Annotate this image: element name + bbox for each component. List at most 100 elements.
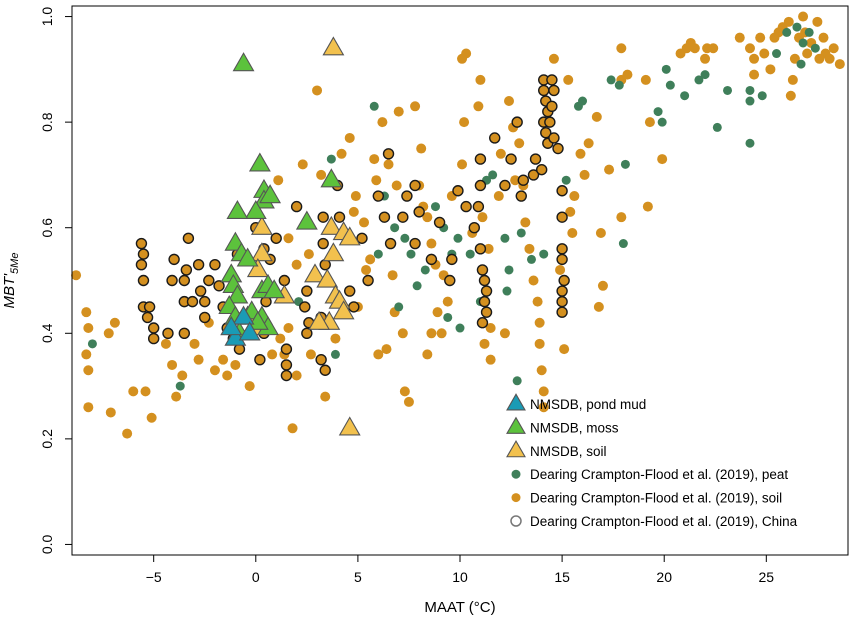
soil-point — [371, 175, 382, 186]
china-point — [317, 211, 329, 223]
soil-point — [273, 175, 284, 186]
soil-point — [759, 48, 770, 59]
soil-point — [377, 117, 388, 128]
soil-point — [105, 407, 116, 418]
china-point — [290, 200, 303, 213]
soil-point — [230, 359, 241, 370]
soil-point — [657, 154, 668, 165]
soil-point — [83, 323, 94, 334]
soil-point — [297, 159, 308, 170]
soil-point — [109, 317, 120, 328]
pond-mud-point — [224, 326, 247, 346]
china-point — [556, 211, 568, 223]
soil-point — [348, 206, 359, 217]
china-point — [270, 232, 282, 244]
axes: −5 0 5 10 15 20 25 0.0 0.2 0.4 0.6 0.8 1.0 — [39, 7, 774, 585]
soil-point — [591, 111, 602, 122]
china-point — [460, 200, 472, 213]
peat-point — [712, 122, 722, 132]
china-point — [452, 185, 464, 197]
moss-point — [295, 210, 318, 230]
soil-point — [495, 148, 506, 159]
peat-point — [504, 265, 514, 275]
peat-point — [512, 376, 522, 386]
china-point — [278, 274, 291, 287]
china-point — [556, 285, 568, 297]
soil-point — [473, 101, 484, 112]
nmsdb-soil-point — [250, 242, 273, 262]
soil-point — [209, 365, 220, 376]
peat-point — [653, 107, 663, 117]
soil-point — [583, 138, 594, 149]
china-point — [540, 126, 552, 139]
soil-point — [528, 275, 539, 286]
china-point — [546, 100, 558, 112]
china-point — [384, 237, 397, 250]
peat-point — [700, 70, 710, 80]
china-point — [178, 327, 191, 339]
china-point — [333, 211, 346, 223]
china-point — [529, 153, 542, 165]
china-point — [162, 327, 174, 339]
soil-point — [700, 53, 711, 64]
soil-point — [828, 43, 839, 54]
soil-point — [477, 212, 488, 223]
nmsdb-soil-point — [320, 215, 343, 235]
peat-point — [606, 75, 616, 85]
soil-point — [287, 423, 298, 434]
peat-point — [488, 170, 498, 180]
y-tick-label: 1.0 — [39, 7, 55, 27]
soil-point — [167, 359, 178, 370]
peat-point — [500, 233, 510, 243]
soil-point — [383, 159, 394, 170]
china-point — [147, 332, 160, 345]
china-point — [356, 232, 368, 244]
china-point — [180, 264, 193, 276]
peat-point — [745, 138, 755, 148]
soil-point — [222, 370, 233, 381]
y-axis-title-subscript: 5Me — [9, 253, 21, 274]
soil-point — [432, 307, 443, 318]
china-point — [556, 185, 568, 197]
legend-triangle-marker — [506, 439, 526, 458]
peat-point — [772, 49, 782, 59]
china-point — [280, 343, 293, 355]
legend-ring-marker — [510, 515, 522, 527]
soil-point — [824, 53, 835, 64]
soil-point — [604, 164, 615, 175]
china-point — [348, 301, 360, 313]
soil-point — [291, 259, 302, 270]
peat-point — [792, 22, 802, 32]
soil-point — [81, 349, 92, 360]
china-point — [137, 274, 150, 287]
soil-point — [387, 270, 398, 281]
peat-point — [618, 239, 628, 249]
data-marks — [71, 11, 845, 439]
peat-point — [420, 265, 430, 275]
china-point — [433, 216, 446, 229]
china-point — [425, 253, 438, 266]
china-point — [135, 237, 148, 250]
peat-point — [369, 101, 379, 111]
soil-point — [569, 191, 580, 202]
soil-point — [128, 386, 139, 397]
soil-point — [436, 328, 447, 339]
china-point — [544, 116, 556, 128]
peat-point — [578, 96, 588, 106]
soil-point — [122, 428, 133, 439]
china-point — [168, 253, 180, 266]
china-point — [480, 285, 493, 297]
china-point — [409, 237, 421, 250]
x-tick-label: 10 — [452, 569, 468, 585]
peat-point — [412, 281, 422, 291]
x-tick-label: 5 — [354, 569, 362, 585]
y-tick-label: 0.6 — [39, 218, 55, 238]
china-point — [372, 190, 385, 202]
peat-point — [804, 27, 814, 37]
china-point — [378, 211, 391, 223]
china-point — [209, 258, 221, 271]
soil-point — [644, 117, 655, 128]
soil-point — [103, 328, 114, 339]
peat-point — [614, 80, 624, 90]
china-point — [556, 243, 568, 255]
